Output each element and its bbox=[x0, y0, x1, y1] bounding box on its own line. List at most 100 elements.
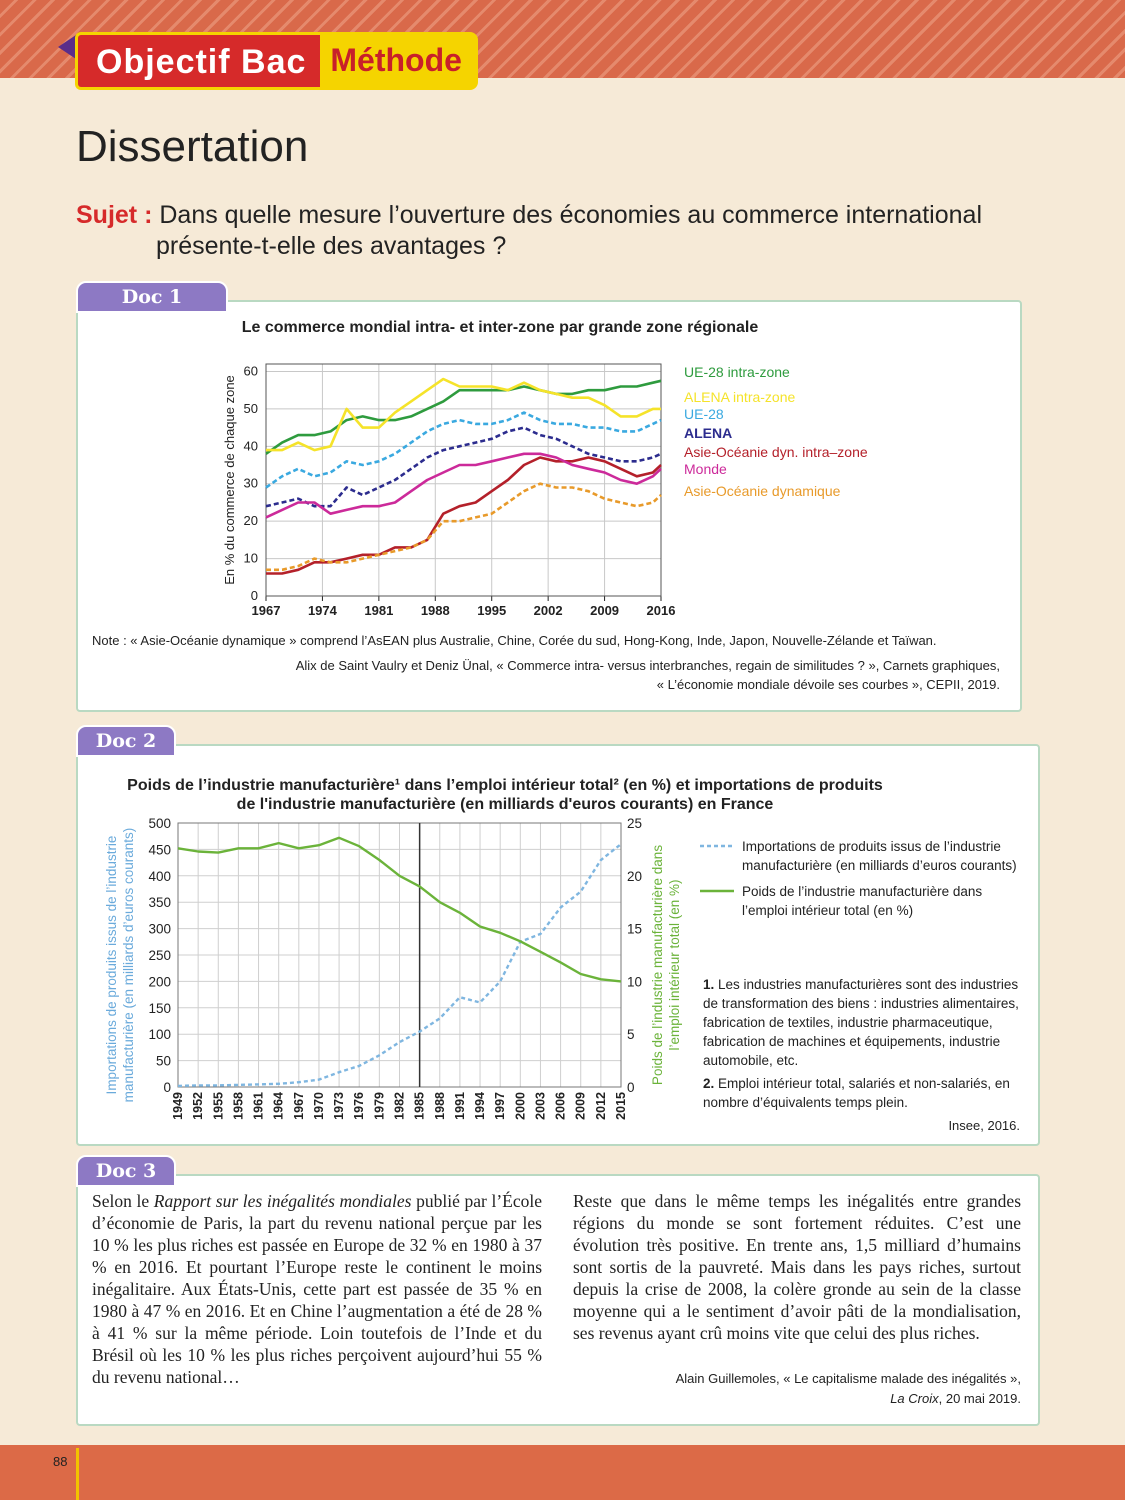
y-left-tick-label: 500 bbox=[148, 816, 171, 831]
x-tick-label: 1995 bbox=[477, 603, 506, 618]
sujet-line1: Dans quelle mesure l’ouverture des écono… bbox=[159, 201, 983, 229]
x-tick-label: 1964 bbox=[272, 1092, 286, 1120]
doc3-col1-rest: publié par l’École d’économie de Paris, … bbox=[92, 1191, 542, 1387]
x-tick-label: 1970 bbox=[312, 1092, 326, 1120]
doc3-source-line2: La Croix, 20 mai 2019. bbox=[573, 1391, 1021, 1406]
doc2-source: Insee, 2016. bbox=[948, 1118, 1020, 1133]
x-tick-label: 1974 bbox=[308, 603, 338, 618]
doc2-box bbox=[76, 744, 1040, 1146]
objectif-bac-label: Objectif Bac bbox=[75, 32, 321, 90]
x-tick-label: 1973 bbox=[332, 1092, 346, 1120]
doc2-footnote2-text: Emploi intérieur total, salariés et non-… bbox=[703, 1076, 1010, 1110]
x-tick-label: 2015 bbox=[614, 1092, 628, 1120]
x-tick-label: 1981 bbox=[364, 603, 393, 618]
doc2-footnote1-num: 1. bbox=[703, 977, 715, 992]
y-tick-label: 20 bbox=[244, 513, 258, 528]
page-title: Dissertation bbox=[76, 122, 309, 171]
doc1-source-line1: Alix de Saint Vaulry et Deniz Ünal, « Co… bbox=[295, 658, 1000, 673]
doc1-tab: Doc 1 bbox=[76, 281, 228, 313]
x-tick-label: 1967 bbox=[252, 603, 281, 618]
legend-entry: ALENA intra-zone bbox=[684, 389, 795, 405]
legend-entry-line1: Poids de l’industrie manufacturière dans bbox=[742, 884, 982, 899]
doc1-box bbox=[76, 300, 1022, 712]
doc3-tab: Doc 3 bbox=[76, 1155, 176, 1187]
doc3-column2: Reste que dans le même temps les inégali… bbox=[573, 1191, 1021, 1343]
section-tag: Objectif Bac Méthode bbox=[75, 32, 478, 90]
tag-triangle bbox=[58, 35, 76, 59]
x-tick-label: 2016 bbox=[647, 603, 676, 618]
doc3-source-pub: La Croix bbox=[890, 1391, 939, 1406]
legend-entry: Asie-Océanie dynamique bbox=[684, 483, 841, 499]
y-left-tick-label: 200 bbox=[148, 974, 171, 989]
y-left-tick-label: 450 bbox=[148, 842, 171, 857]
x-tick-label: 1982 bbox=[393, 1092, 407, 1120]
series-line bbox=[266, 377, 661, 452]
x-tick-label: 1988 bbox=[421, 603, 450, 618]
y-tick-label: 0 bbox=[251, 588, 258, 603]
x-tick-label: 1967 bbox=[292, 1092, 306, 1120]
doc2-chart-title-line1: Poids de l’industrie manufacturière¹ dan… bbox=[127, 777, 883, 794]
series-line bbox=[265, 452, 662, 519]
y-axis-label: En % du commerce de chaque zone bbox=[222, 375, 237, 585]
doc1-chart-title: Le commerce mondial intra- et inter-zone… bbox=[241, 319, 759, 336]
doc2-footnote2: 2. Emploi intérieur total, salariés et n… bbox=[703, 1074, 1023, 1112]
x-tick-label: 2009 bbox=[590, 603, 619, 618]
doc1-source-line2: « L’économie mondiale dévoile ses courbe… bbox=[656, 677, 1000, 692]
y-right-axis-label-line2: l’emploi intérieur total (en %) bbox=[667, 879, 682, 1050]
x-tick-label: 2002 bbox=[534, 603, 563, 618]
sujet-label: Sujet : bbox=[76, 201, 153, 229]
doc2-footnote1: 1. Les industries manufacturières sont d… bbox=[703, 975, 1023, 1070]
x-tick-label: 1952 bbox=[191, 1092, 205, 1120]
doc3-column1: Selon le Rapport sur les inégalités mond… bbox=[92, 1190, 542, 1388]
x-tick-label: 1976 bbox=[352, 1092, 366, 1120]
x-tick-label: 1961 bbox=[252, 1092, 266, 1120]
doc2-footnote2-num: 2. bbox=[703, 1076, 715, 1091]
legend-entry: UE-28 bbox=[684, 406, 724, 422]
legend-entry: Asie-Océanie dyn. intra–zone bbox=[684, 444, 868, 460]
doc3-source-date: , 20 mai 2019. bbox=[938, 1391, 1021, 1406]
x-tick-label: 1994 bbox=[473, 1092, 487, 1120]
series-line bbox=[177, 843, 622, 1088]
page-number-bar bbox=[76, 1448, 79, 1500]
doc1-note: Note : « Asie-Océanie dynamique » compre… bbox=[92, 633, 937, 648]
y-right-axis-label-line1: Poids de l’industrie manufacturière dans bbox=[650, 845, 665, 1085]
y-left-tick-label: 0 bbox=[163, 1080, 171, 1095]
plot-frame bbox=[177, 822, 622, 1088]
y-right-tick-label: 20 bbox=[627, 869, 642, 884]
y-tick-label: 40 bbox=[244, 438, 258, 453]
y-right-tick-label: 5 bbox=[627, 1027, 635, 1042]
y-tick-label: 60 bbox=[244, 363, 258, 378]
y-tick-label: 10 bbox=[244, 551, 258, 566]
y-left-tick-label: 100 bbox=[148, 1027, 171, 1042]
series-line bbox=[265, 426, 662, 508]
x-tick-label: 1949 bbox=[171, 1092, 185, 1120]
sujet: Sujet : Dans quelle mesure l’ouverture d… bbox=[76, 200, 1066, 262]
y-left-tick-label: 150 bbox=[148, 1001, 171, 1016]
methode-label: Méthode bbox=[320, 32, 478, 90]
x-tick-label: 1955 bbox=[211, 1092, 225, 1120]
y-left-tick-label: 50 bbox=[156, 1054, 171, 1069]
series-line bbox=[177, 836, 622, 983]
y-left-axis-label-line1: Importations de produits issus de l’indu… bbox=[104, 836, 119, 1095]
y-tick-label: 50 bbox=[244, 401, 258, 416]
x-tick-label: 1985 bbox=[413, 1092, 427, 1120]
x-tick-label: 2000 bbox=[513, 1092, 527, 1120]
doc2-tab: Doc 2 bbox=[76, 725, 176, 757]
bottom-band bbox=[0, 1445, 1125, 1500]
doc3-report-title: Rapport sur les inégalités mondiales bbox=[153, 1191, 412, 1211]
series-line bbox=[265, 411, 662, 489]
doc3-box bbox=[76, 1174, 1040, 1426]
y-left-axis-label-line2: manufacturière (en milliards d’euros cou… bbox=[121, 828, 136, 1103]
legend-entry: ALENA bbox=[684, 425, 732, 441]
y-left-tick-label: 400 bbox=[148, 869, 171, 884]
doc2-chart-title-line2: de l'industrie manufacturière (en millia… bbox=[236, 796, 774, 813]
legend-entry-line2: l’emploi intérieur total (en %) bbox=[742, 903, 913, 918]
x-tick-label: 1958 bbox=[231, 1092, 245, 1120]
y-right-tick-label: 0 bbox=[627, 1080, 635, 1095]
y-left-tick-label: 300 bbox=[148, 922, 171, 937]
series-line bbox=[265, 379, 662, 455]
y-left-tick-label: 250 bbox=[148, 948, 171, 963]
x-tick-label: 1979 bbox=[372, 1092, 386, 1120]
y-left-tick-label: 350 bbox=[148, 895, 171, 910]
series-line bbox=[266, 482, 662, 572]
